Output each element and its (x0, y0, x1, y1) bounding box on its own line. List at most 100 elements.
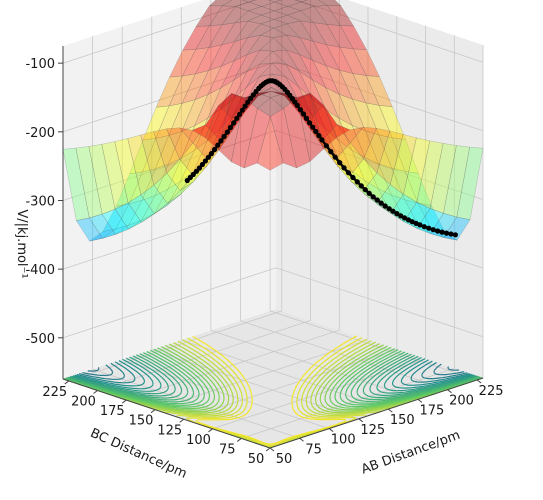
surface-patch (75, 146, 103, 219)
y-tick-label: 125 (157, 423, 182, 438)
trajectory-point (430, 227, 436, 233)
grid-line-ab (151, 16, 359, 420)
contour-line (192, 335, 358, 445)
y-tick-mark (150, 409, 156, 414)
back-pane-left (63, 0, 276, 379)
surface-patch (181, 70, 209, 104)
floor-pane (63, 309, 483, 448)
grid-line-z (62, 130, 484, 201)
surface-patch (246, 35, 274, 56)
surface-patch (352, 48, 380, 77)
surface-patch (351, 149, 379, 190)
y-tick-label: 75 (219, 442, 236, 457)
surface-patch (207, 79, 235, 120)
trajectory-point (354, 179, 360, 185)
surface-patch (339, 69, 367, 104)
surface-patch (271, 73, 299, 101)
surface-patch (312, 79, 340, 119)
contour-line (76, 360, 470, 384)
surface-patch (205, 92, 233, 151)
trajectory-point (405, 217, 411, 223)
surface-patch (352, 98, 380, 136)
surface-patch (154, 131, 183, 170)
x-tick-label: 100 (331, 433, 356, 448)
x-tick-mark (447, 389, 452, 394)
contour-line (69, 355, 477, 395)
surface-patch (102, 203, 130, 232)
trajectory-point (205, 154, 211, 160)
surface-mesh (62, 0, 484, 242)
z-tick-label: -200 (25, 126, 55, 141)
surface-patch (271, 63, 300, 88)
y-tick-label: 150 (129, 414, 154, 429)
contour-line (121, 344, 423, 413)
trajectory-point (215, 142, 221, 148)
contour-line (160, 340, 383, 448)
x-tick-mark (388, 408, 393, 413)
x-tick-mark (358, 418, 364, 423)
surface-patch (364, 193, 391, 214)
surface-patch (338, 93, 366, 132)
surface-patch (220, 70, 248, 110)
x-tick-label: 75 (305, 442, 322, 457)
surface-patch (317, 0, 342, 6)
surface-patch (233, 49, 261, 81)
trajectory-point (332, 154, 338, 160)
surface-patch (429, 143, 457, 214)
surface-patch (365, 102, 393, 139)
grid-line-ab (269, 0, 478, 381)
trajectory-point (239, 107, 245, 113)
surface-patch (309, 92, 337, 150)
surface-patch (300, 0, 329, 7)
surface-patch (62, 147, 90, 221)
trajectory-point (212, 146, 218, 153)
surface-patch (285, 49, 314, 81)
surface-patch (129, 137, 157, 175)
y-tick-mark (64, 380, 70, 385)
z-tick-label: -100 (25, 57, 55, 72)
surface-patch (273, 6, 302, 16)
surface-patch (323, 105, 351, 138)
trajectory-point (303, 115, 310, 121)
surface-patch (272, 34, 301, 56)
contour-line (186, 337, 363, 446)
surface-patch (182, 25, 210, 51)
x-tick-mark (269, 447, 275, 452)
surface-patch (208, 0, 233, 7)
surface-patch (168, 99, 196, 136)
surface-patch (191, 105, 219, 139)
surface-patch (299, 37, 327, 67)
trajectory-point (374, 197, 380, 203)
contour-line (66, 352, 481, 401)
surface-patch (311, 98, 339, 141)
surface-patch (180, 117, 209, 159)
contour-line (68, 354, 478, 397)
grid-line-ab (180, 7, 389, 410)
surface-patch (241, 0, 256, 3)
trajectory-point (307, 120, 313, 126)
surface-patch (166, 127, 194, 160)
contour-line (77, 348, 468, 408)
x-tick-label: 150 (390, 413, 415, 428)
back-pane-right (276, 0, 483, 378)
y-tick-mark (179, 418, 185, 423)
surface-patch (127, 194, 155, 223)
surface-patch (208, 22, 236, 48)
trajectory-point (341, 165, 347, 171)
surface-patch (180, 140, 208, 182)
surface-patch (219, 87, 247, 130)
surface-patch (234, 20, 262, 42)
y-tick-label: 100 (186, 433, 211, 448)
surface-patch (377, 163, 406, 201)
surface-patch (181, 47, 210, 77)
surface-patch (391, 167, 419, 204)
surface-patch (155, 103, 183, 139)
trajectory-point (366, 190, 372, 196)
surface-patch (101, 208, 129, 235)
surface-patch (206, 98, 234, 141)
y-tick-mark (208, 428, 213, 433)
surface-patch (260, 10, 289, 20)
surface-patch (285, 63, 313, 99)
trajectory-point (401, 215, 408, 221)
grid-line-bc (183, 16, 398, 420)
